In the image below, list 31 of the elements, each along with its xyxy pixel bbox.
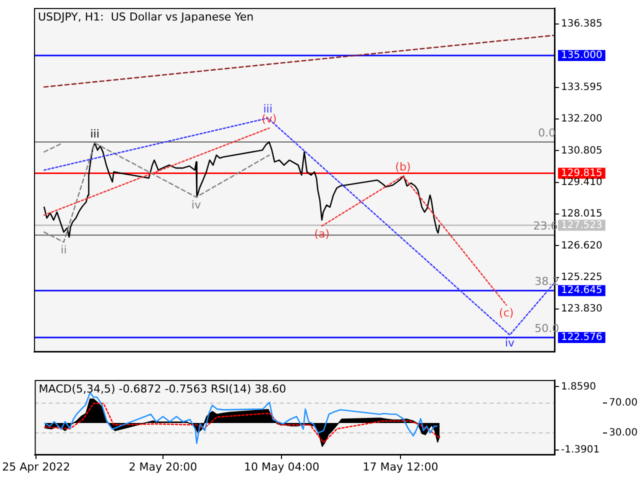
chart-title: USDJPY, H1: US Dollar vs Japanese Yen <box>38 10 254 24</box>
ref-line-label: 122.576 <box>561 332 602 344</box>
y-tick-label: 133.595 <box>561 82 602 93</box>
annotation: iii <box>90 127 100 140</box>
x-tick-label: 17 May 12:00 <box>362 460 438 474</box>
ref-line-label: 135.000 <box>561 50 602 62</box>
ref-line-label: 127.523 <box>561 220 602 231</box>
y-tick-label: 125.225 <box>561 272 602 284</box>
y-tick-label: 136.385 <box>561 18 602 30</box>
y-tick-label: 129.410 <box>561 176 602 188</box>
x-tick-label: 25 Apr 2022 <box>2 460 70 474</box>
y-tick-label: -1.3901 <box>561 444 600 456</box>
annotation: (b) <box>395 160 411 174</box>
annotation: iv <box>504 336 515 350</box>
y-tick-label: 123.830 <box>561 304 602 315</box>
x-tick-label: 2 May 20:00 <box>128 460 198 474</box>
y2-tick-label: 70.00 <box>609 398 638 409</box>
annotation: ii <box>60 243 67 256</box>
y2-tick-label: 30.00 <box>609 427 638 438</box>
ref-line-label: 129.815 <box>561 168 602 179</box>
annotation: (c) <box>499 306 514 320</box>
x-tick-label: 10 May 04:00 <box>244 460 320 474</box>
y-tick-label: 126.620 <box>561 240 602 252</box>
y-tick-label: 132.200 <box>561 114 602 125</box>
line-series <box>43 142 270 243</box>
y-tick-label: 130.805 <box>561 145 602 156</box>
ref-line-label: 124.645 <box>561 285 602 296</box>
chart-title: MACD(5,34,5) -0.6872 -0.7563 RSI(14) 38.60 <box>38 382 286 396</box>
annotation: iv <box>191 198 202 212</box>
y-tick-label: 1.8590 <box>561 381 596 392</box>
y-tick-label: 128.015 <box>561 208 602 220</box>
